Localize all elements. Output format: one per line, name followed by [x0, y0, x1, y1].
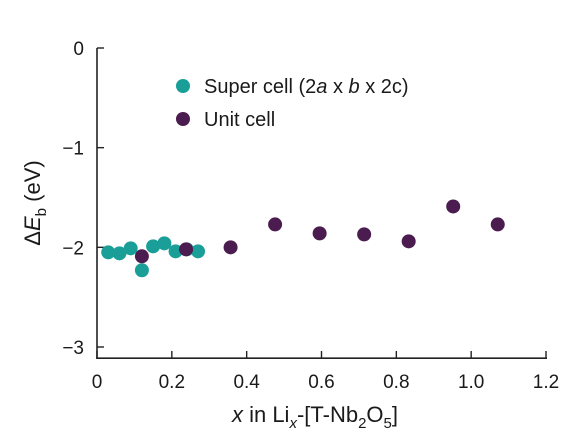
x-tick-label: 0.8	[383, 372, 409, 393]
data-point	[168, 244, 183, 259]
data-point	[179, 242, 194, 257]
data-point	[268, 217, 283, 232]
data-point	[312, 226, 327, 241]
data-point	[157, 236, 172, 251]
y-tick-label: −3	[62, 338, 84, 359]
series-2	[134, 199, 505, 264]
data-point	[191, 244, 206, 259]
legend: Super cell (2a x b x 2c) Unit cell	[176, 76, 409, 131]
data-points	[101, 199, 505, 278]
legend-label: Super cell (2a x b x 2c)	[204, 76, 409, 98]
data-point	[134, 249, 149, 264]
legend-marker	[176, 79, 190, 93]
x-tick-label: 0.6	[308, 372, 334, 393]
data-point	[446, 199, 461, 214]
legend-label: Unit cell	[204, 109, 275, 131]
x-tick-label: 0	[92, 372, 103, 393]
y-tick-label: 0	[73, 39, 84, 60]
x-tick-label: 0.2	[159, 372, 185, 393]
ticks	[96, 47, 547, 359]
series-1	[101, 236, 206, 278]
tick-labels: 0 0.2 0.4 0.6 0.8 1.0 1.2 0 −1 −2 −3	[62, 39, 559, 393]
x-tick-label: 1.2	[533, 372, 559, 393]
legend-marker	[176, 112, 190, 126]
data-point	[101, 245, 116, 260]
data-point	[490, 217, 505, 232]
data-point	[146, 239, 161, 254]
data-point	[223, 240, 238, 255]
x-axis-title: x in Lix-[T-Nb2O5]	[231, 402, 398, 432]
x-tick-label: 1.0	[458, 372, 484, 393]
y-tick-label: −1	[62, 139, 84, 160]
data-point	[112, 246, 127, 261]
data-point	[134, 263, 149, 278]
data-point	[401, 234, 416, 249]
y-axis-title: ΔEb (eV)	[20, 160, 50, 245]
x-tick-label: 0.4	[233, 372, 260, 393]
data-point	[357, 227, 372, 242]
data-point	[123, 241, 138, 256]
y-tick-label: −2	[62, 238, 84, 259]
